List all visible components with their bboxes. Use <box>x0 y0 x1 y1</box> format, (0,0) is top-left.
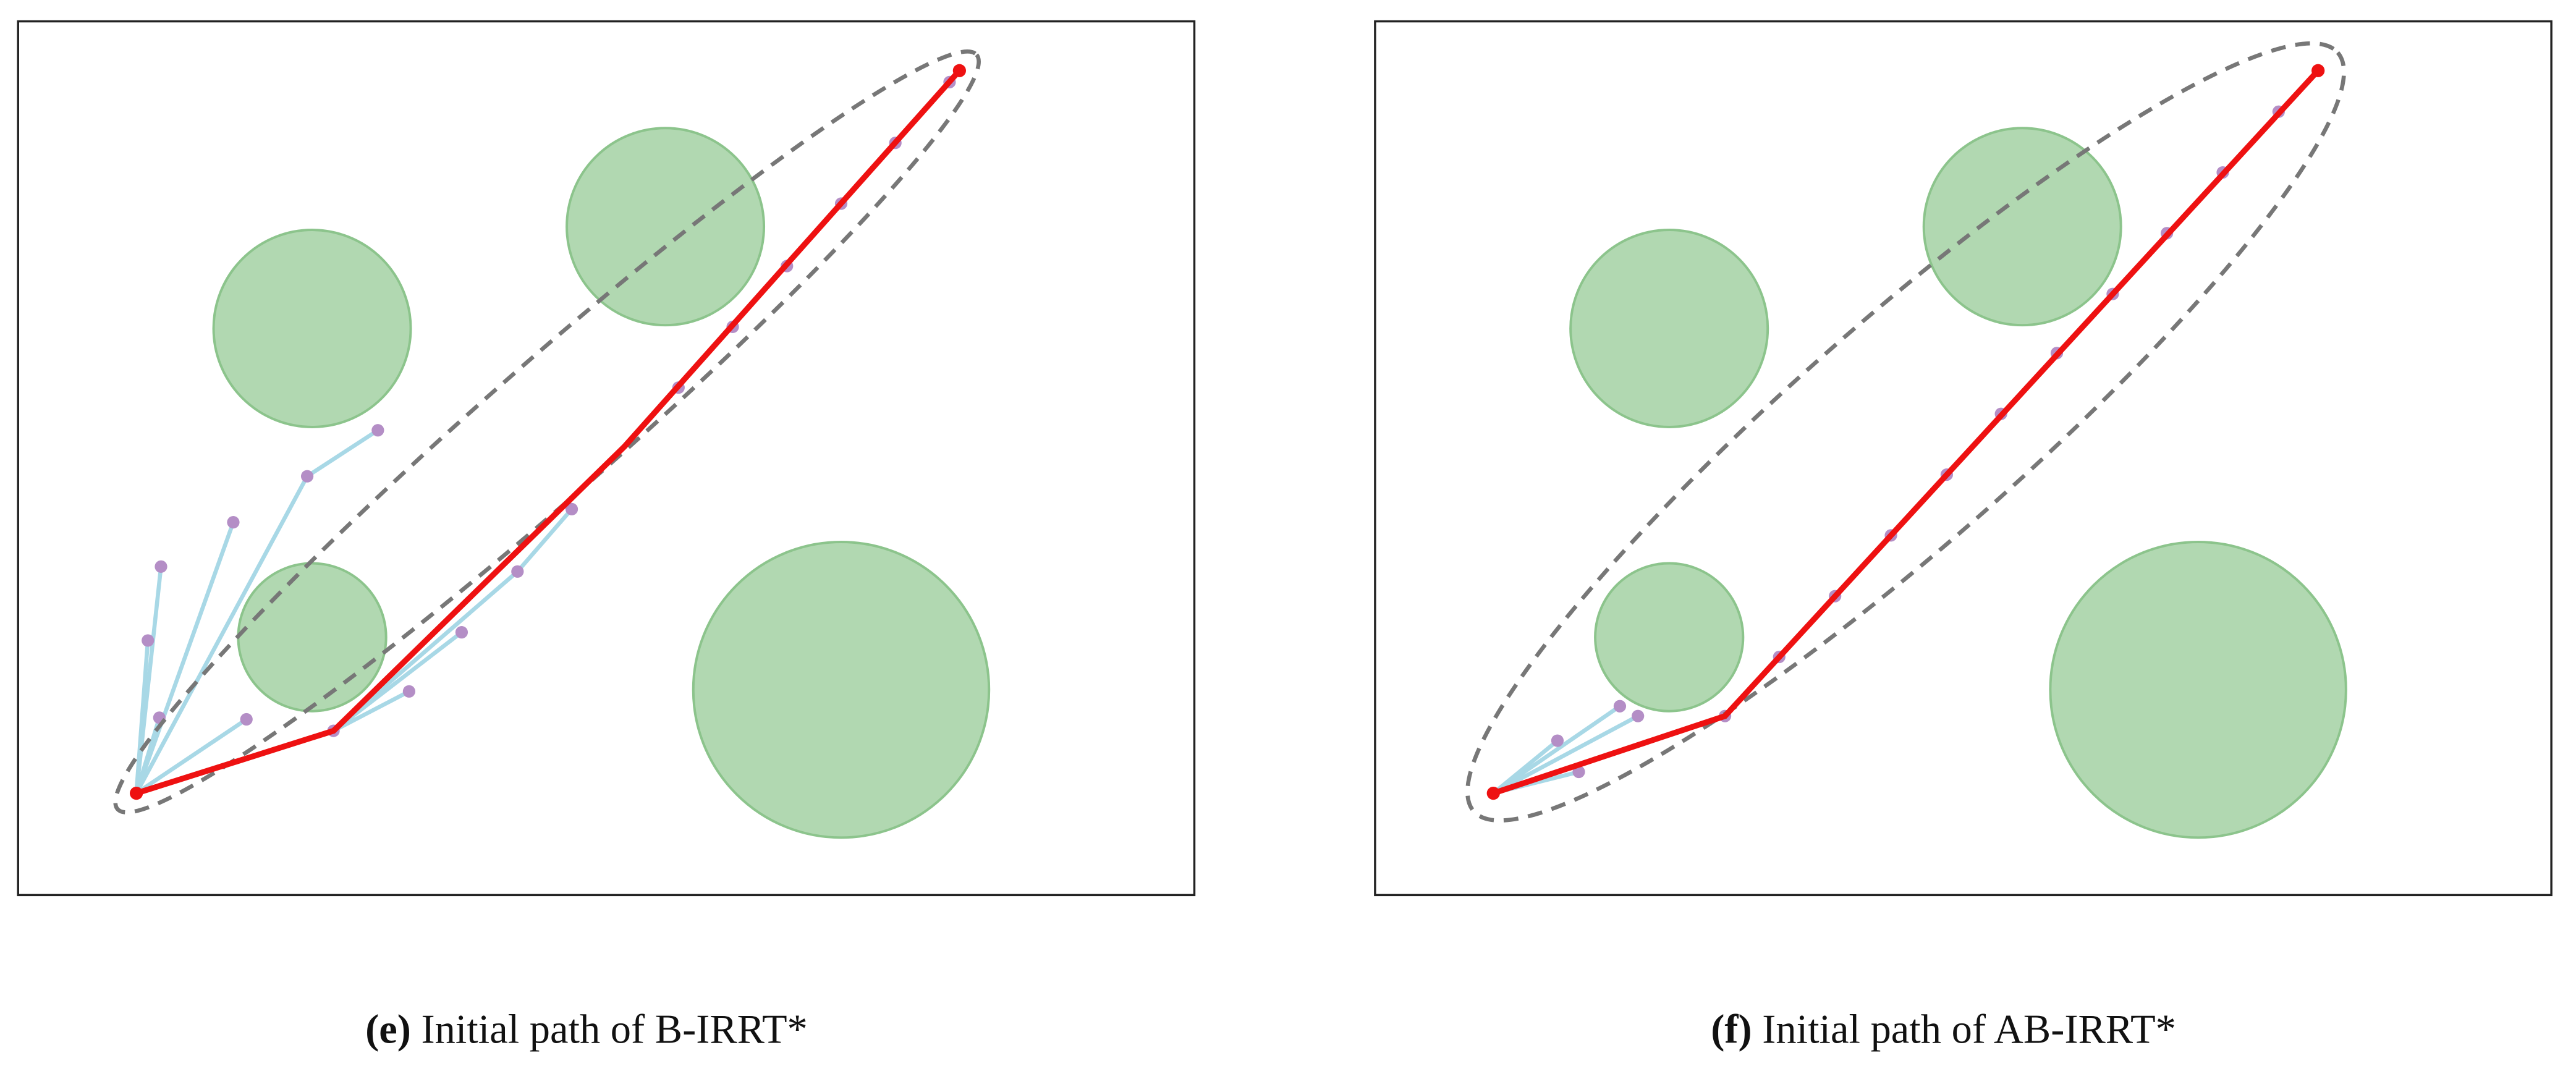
tree-edge <box>134 475 310 795</box>
tree-node <box>455 626 468 639</box>
tree-node <box>300 470 314 483</box>
tree-node <box>142 634 155 647</box>
informed-ellipse <box>113 49 981 815</box>
tree-edge <box>1492 705 1621 795</box>
tree-node <box>402 685 415 698</box>
obstacle <box>212 229 412 428</box>
tree-node <box>371 424 384 437</box>
panel-caption: Initial path of B-IRRT* <box>421 1007 807 1052</box>
tree-node <box>511 565 524 578</box>
start-point <box>1486 786 1500 800</box>
obstacle <box>566 127 766 327</box>
obstacle <box>2049 540 2347 839</box>
obstacle <box>1594 562 1745 713</box>
panel-caption: Initial path of AB-IRRT* <box>1762 1007 2176 1052</box>
tree-node <box>565 502 578 515</box>
obstacle <box>1569 229 1769 428</box>
goal-point <box>952 64 966 77</box>
initial-path <box>135 69 962 797</box>
obstacle <box>1922 127 2122 327</box>
tree-node <box>1632 709 1645 722</box>
tree-edge <box>134 640 150 793</box>
tree-edge <box>306 428 379 478</box>
tree-edge <box>515 507 574 573</box>
obstacle <box>237 562 388 713</box>
initial-path <box>1492 69 2321 797</box>
tree-node <box>227 515 240 529</box>
tree-node <box>1613 700 1627 713</box>
goal-point <box>2311 64 2325 77</box>
obstacle <box>692 540 991 839</box>
tree-node <box>155 560 167 573</box>
tree-node <box>240 713 253 726</box>
caption-f: (f) Initial path of AB-IRRT* <box>1711 1007 2176 1052</box>
tree-node <box>1551 734 1564 747</box>
start-point <box>129 786 143 800</box>
tree-edge <box>1492 714 1639 795</box>
panel-label: (e) <box>365 1007 411 1052</box>
tree-edge <box>333 689 410 733</box>
tree-edge <box>135 717 248 795</box>
caption-e: (e) Initial path of B-IRRT* <box>365 1007 808 1052</box>
panel-label: (f) <box>1711 1007 1752 1052</box>
tree-edge <box>134 521 235 794</box>
